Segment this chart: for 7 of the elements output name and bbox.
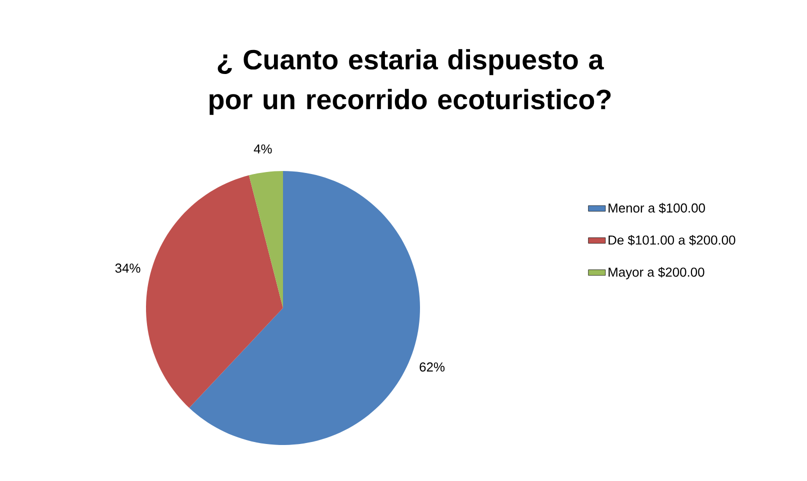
- legend-label: Menor a $100.00: [608, 202, 705, 214]
- data-label: 62%: [420, 362, 445, 372]
- data-label: 34%: [115, 264, 140, 273]
- legend-label: De $101.00 a $200.00: [608, 234, 736, 246]
- legend-label: Mayor a $200.00: [608, 267, 704, 280]
- data-label: 4%: [254, 144, 272, 154]
- chart-title: ¿ Cuanto estaria dispuesto a por un recorrido ecoturistico?: [210, 49, 611, 115]
